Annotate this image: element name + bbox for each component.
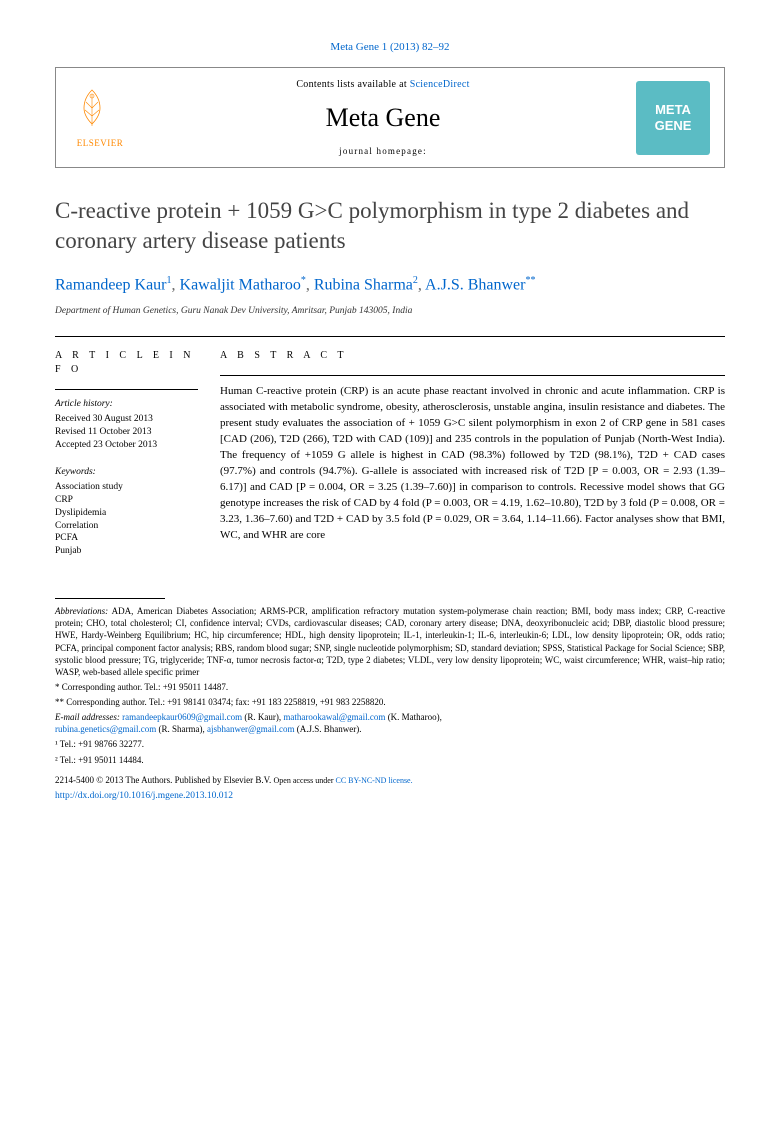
elsevier-label: ELSEVIER [70, 137, 130, 150]
info-divider [55, 389, 198, 390]
email-3-who: (R. Sharma), [156, 724, 207, 734]
author-4-sup: ** [525, 275, 535, 286]
email-4-who: (A.J.S. Bhanwer). [295, 724, 362, 734]
author-3-sup: 2 [413, 275, 418, 286]
contents-line: Contents lists available at ScienceDirec… [144, 78, 622, 92]
elsevier-tree-icon [70, 86, 114, 130]
author-list: Ramandeep Kaur1, Kawaljit Matharoo*, Rub… [55, 274, 725, 297]
page-container: Meta Gene 1 (2013) 82–92 ELSEVIER Conten… [0, 0, 780, 844]
divider-top [55, 336, 725, 337]
author-1[interactable]: Ramandeep Kaur [55, 276, 167, 293]
abstract-text: Human C-reactive protein (CRP) is an acu… [220, 384, 725, 543]
revised-date: Revised 11 October 2013 [55, 426, 198, 439]
journal-name: Meta Gene [144, 100, 622, 136]
journal-cover-logo: META GENE [636, 81, 710, 155]
abbrev-label: Abbreviations: [55, 606, 108, 616]
accepted-date: Accepted 23 October 2013 [55, 439, 198, 452]
doi-link[interactable]: http://dx.doi.org/10.1016/j.mgene.2013.1… [55, 791, 233, 801]
corresponding-2: ** Corresponding author. Tel.: +91 98141… [55, 696, 725, 708]
issn-copyright: 2214-5400 © 2013 The Authors. Published … [55, 775, 274, 785]
received-date: Received 30 August 2013 [55, 413, 198, 426]
abstract-divider [220, 375, 725, 376]
keyword-1: Association study [55, 481, 198, 494]
keywords-label: Keywords: [55, 466, 198, 479]
email-2[interactable]: matharookawal@gmail.com [283, 712, 385, 722]
journal-header: ELSEVIER Contents lists available at Sci… [55, 67, 725, 168]
email-1-who: (R. Kaur), [242, 712, 283, 722]
corresponding-1: * Corresponding author. Tel.: +91 95011 … [55, 681, 725, 693]
tel-1: ¹ Tel.: +91 98766 32277. [55, 738, 725, 750]
keyword-3: Dyslipidemia [55, 507, 198, 520]
article-info-head: A R T I C L E I N F O [55, 349, 198, 377]
journal-homepage-label: journal homepage: [144, 145, 622, 158]
author-4[interactable]: A.J.S. Bhanwer [425, 276, 525, 293]
keyword-2: CRP [55, 494, 198, 507]
keywords-block: Keywords: Association study CRP Dyslipid… [55, 466, 198, 558]
email-4[interactable]: ajsbhanwer@gmail.com [207, 724, 295, 734]
keyword-4: Correlation [55, 520, 198, 533]
email-1[interactable]: ramandeepkaur0609@gmail.com [122, 712, 242, 722]
author-2-sup: * [301, 275, 306, 286]
elsevier-logo[interactable]: ELSEVIER [70, 86, 130, 149]
article-info-column: A R T I C L E I N F O Article history: R… [55, 349, 220, 558]
open-access-text: Open access under [274, 776, 336, 785]
copyright-line: 2214-5400 © 2013 The Authors. Published … [55, 774, 725, 787]
email-footnote: E-mail addresses: ramandeepkaur0609@gmai… [55, 711, 725, 735]
abbreviations-footnote: Abbreviations: ADA, American Diabetes As… [55, 605, 725, 678]
email-label: E-mail addresses: [55, 712, 122, 722]
contents-prefix: Contents lists available at [296, 79, 409, 90]
abstract-column: A B S T R A C T Human C-reactive protein… [220, 349, 725, 558]
article-title: C-reactive protein + 1059 G>C polymorphi… [55, 196, 725, 256]
sciencedirect-link[interactable]: ScienceDirect [410, 79, 470, 90]
email-3[interactable]: rubina.genetics@gmail.com [55, 724, 156, 734]
affiliation: Department of Human Genetics, Guru Nanak… [55, 305, 725, 318]
journal-logo-text: META GENE [636, 102, 710, 133]
footnote-divider [55, 598, 165, 599]
email-2-who: (K. Matharoo), [385, 712, 441, 722]
author-1-sup: 1 [167, 275, 172, 286]
keyword-5: PCFA [55, 532, 198, 545]
history-label: Article history: [55, 398, 198, 411]
doi-line: http://dx.doi.org/10.1016/j.mgene.2013.1… [55, 786, 725, 803]
cc-license-link[interactable]: CC BY-NC-ND license. [336, 776, 413, 785]
author-3[interactable]: Rubina Sharma [314, 276, 413, 293]
keyword-6: Punjab [55, 545, 198, 558]
info-abstract-row: A R T I C L E I N F O Article history: R… [55, 349, 725, 558]
author-2[interactable]: Kawaljit Matharoo [180, 276, 301, 293]
journal-reference: Meta Gene 1 (2013) 82–92 [55, 40, 725, 55]
abstract-head: A B S T R A C T [220, 349, 725, 363]
header-center: Contents lists available at ScienceDirec… [144, 78, 622, 157]
abbrev-text: ADA, American Diabetes Association; ARMS… [55, 606, 725, 677]
tel-2: ² Tel.: +91 95011 14484. [55, 754, 725, 766]
